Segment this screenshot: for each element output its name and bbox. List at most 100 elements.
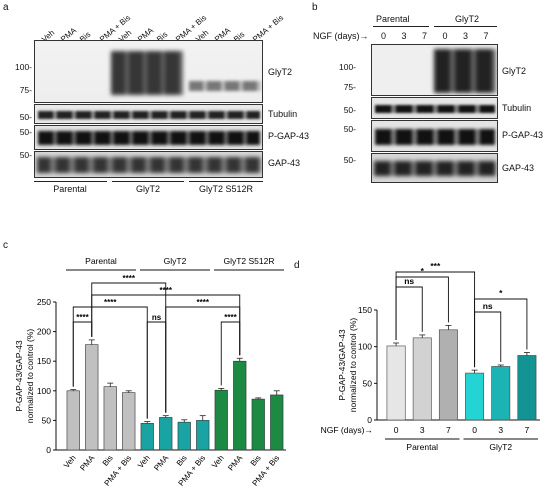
category-label: PMA [226, 453, 244, 473]
bar [85, 344, 99, 451]
group-label: GlyT2 S512R [223, 256, 274, 266]
x-axis-label: NGF (days)→ [321, 425, 373, 435]
panel-label-d: d [294, 260, 300, 271]
significance-label: ns [152, 313, 162, 322]
significance-label: * [499, 288, 503, 298]
category-label: PMA [152, 453, 170, 473]
significance-label: **** [224, 313, 237, 322]
bar [438, 329, 458, 421]
group-line [189, 181, 263, 182]
blot-gap43-a [34, 151, 263, 178]
blot-gap43-b [371, 153, 498, 183]
y-axis-label: normalized to control (%) [348, 318, 358, 413]
day-label: 3 [401, 31, 407, 41]
bar-chart-d: 0 50 100 150 P-GAP-43/GAP-43 normalized to co… [321, 261, 540, 452]
mw-marker: 75- [343, 82, 356, 92]
significance-bracket [146, 321, 167, 419]
significance-label: **** [123, 274, 136, 283]
mw-marker: 75- [19, 85, 32, 95]
significance-label: ns [483, 301, 493, 311]
band-label: Tubulin [268, 109, 298, 119]
band-label: P-GAP-43 [268, 131, 310, 141]
mw-marker: 50- [19, 112, 32, 122]
band-label: GAP-43 [502, 163, 535, 173]
bar [103, 386, 117, 451]
group-label: GlyT2 [455, 14, 480, 24]
significance-bracket [220, 321, 241, 386]
category-label: Veh [136, 454, 152, 470]
significance-bracket [165, 306, 241, 413]
significance-label: ns [404, 276, 414, 286]
mw-marker: 50- [343, 124, 356, 134]
y-tick-label: 100 [358, 342, 372, 352]
group-line [434, 26, 497, 27]
category-label: Bis [175, 454, 189, 468]
y-axis-label: P-GAP-43/GAP-43 [337, 329, 347, 401]
mw-marker: 50- [19, 150, 32, 160]
bar [412, 337, 432, 421]
group-label: GlyT2 [135, 184, 160, 194]
y-tick-label: 50 [42, 415, 52, 425]
band-label: Tubulin [502, 103, 532, 113]
bar [465, 372, 485, 421]
mw-marker: 50- [19, 127, 32, 137]
blot-pgap43-a [34, 125, 263, 150]
significance-label: * [421, 266, 425, 276]
panel-label-c: c [3, 240, 8, 251]
group-line [373, 26, 429, 27]
y-tick-label: 150 [37, 356, 51, 366]
y-tick-label: 150 [358, 305, 372, 315]
category-label: Veh [210, 454, 226, 470]
blot-tubulin-a [34, 104, 263, 124]
blot-glyt2-b [371, 44, 498, 96]
significance-bracket [395, 276, 449, 340]
blot-pgap43-b [371, 120, 498, 152]
y-tick-label: 0 [367, 415, 372, 425]
significance-bracket [474, 311, 502, 368]
mw-marker: 50- [343, 105, 356, 115]
bar [233, 360, 247, 451]
category-label: 3 [498, 425, 503, 435]
y-tick-label: 50 [363, 378, 373, 388]
group-label: GlyT2 S512R [198, 184, 254, 194]
bar [386, 345, 406, 421]
category-label: Veh [62, 454, 78, 470]
category-label: Bis [101, 454, 115, 468]
band-label: GAP-43 [268, 158, 301, 168]
bar [177, 421, 191, 451]
bar [196, 420, 210, 451]
group-label: GlyT2 [164, 256, 187, 266]
group-label: Parental [85, 256, 117, 266]
mw-marker: 50- [343, 155, 356, 165]
significance-bracket [72, 321, 93, 387]
bar-chart-c: 0 50 100 150 200 250 P-GAP-43/GAP-43 normalized… [14, 256, 286, 488]
blot-tubulin-b [371, 97, 498, 119]
bar [159, 417, 173, 451]
day-label: 0 [381, 31, 387, 41]
bar [122, 392, 136, 451]
significance-label: **** [76, 313, 89, 322]
bar [251, 398, 265, 451]
significance-label: *** [430, 261, 441, 271]
bar [140, 423, 154, 451]
panel-label-b: b [312, 2, 318, 13]
bar [66, 390, 80, 451]
group-label: Parental [53, 184, 87, 194]
blot-glyt2-a [34, 40, 263, 103]
significance-label: **** [104, 298, 117, 307]
y-axis-label: P-GAP-43/GAP-43 [14, 340, 24, 412]
category-label: PMA [78, 453, 96, 473]
bar [491, 366, 511, 421]
category-label: 0 [472, 425, 477, 435]
band-label: GlyT2 [502, 66, 527, 76]
panel-label-a: a [3, 2, 9, 13]
category-label: 0 [394, 425, 399, 435]
day-label: 7 [422, 31, 428, 41]
significance-bracket [395, 271, 476, 368]
day-label: 0 [442, 31, 448, 41]
group-line [112, 181, 184, 182]
day-label: 7 [483, 31, 489, 41]
band-label: P-GAP-43 [502, 130, 544, 140]
significance-label: **** [160, 286, 173, 295]
y-tick-label: 200 [37, 327, 51, 337]
